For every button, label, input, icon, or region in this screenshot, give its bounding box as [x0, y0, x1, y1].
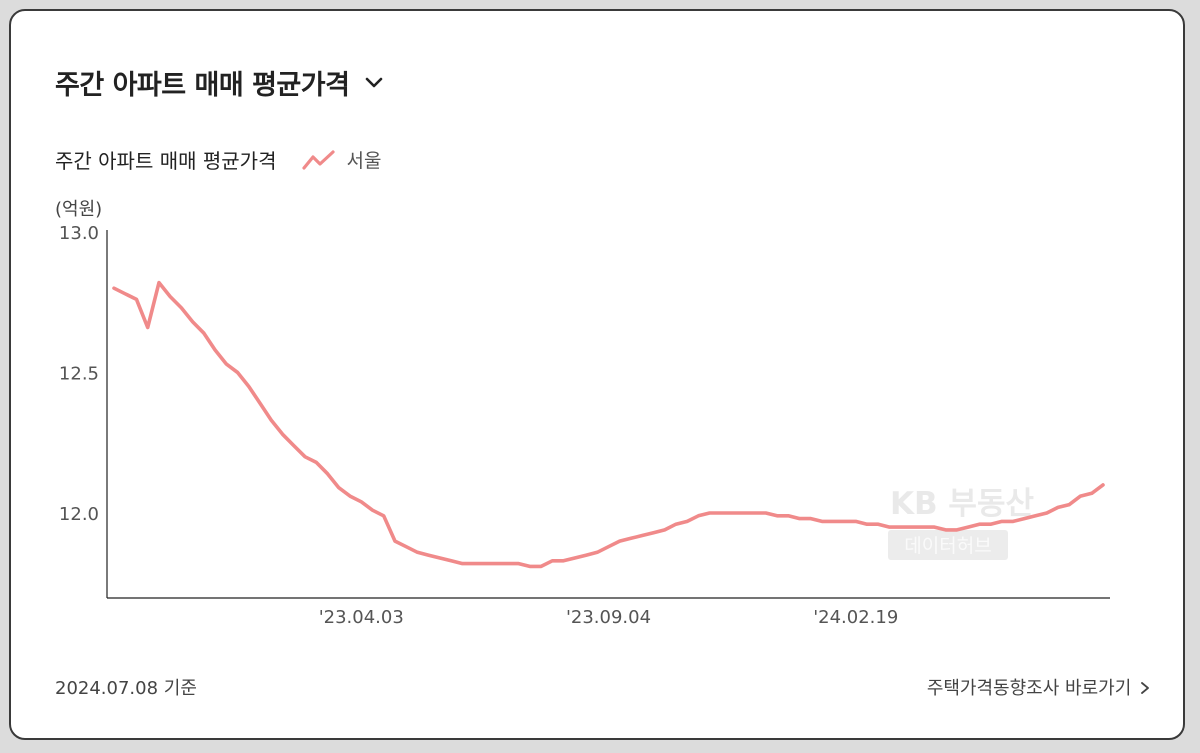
legend-label-seoul: 서울 [346, 150, 382, 172]
y-tick-label: 12.0 [59, 504, 99, 525]
x-tick-label: '23.04.03 [319, 607, 404, 628]
legend: 서울 [302, 146, 381, 173]
chevron-down-icon [366, 77, 383, 87]
watermark-brand: KB 부동산 [890, 486, 1034, 522]
chart-type-dropdown[interactable]: 주간 아파트 매매 평균가격 [55, 63, 385, 102]
watermark-badge [888, 530, 1008, 560]
x-tick-label: '23.09.04 [566, 607, 651, 628]
x-tick-label: '24.02.19 [813, 607, 898, 628]
watermark-sub: 데이터허브 [904, 535, 991, 557]
y-tick-label: 13.0 [59, 223, 99, 244]
y-tick-label: 12.5 [59, 364, 99, 385]
survey-link-label: 주택가격동향조사 바로가기 [926, 678, 1132, 699]
page-title: 주간 아파트 매매 평균가격 [55, 70, 350, 101]
chart-card: 주간 아파트 매매 평균가격 주간 아파트 매매 평균가격 서울 (억원) 20… [9, 9, 1185, 740]
y-axis-unit: (억원) [55, 199, 103, 220]
survey-link[interactable]: 주택가격동향조사 바로가기 [927, 674, 1151, 700]
chart-title: 주간 아파트 매매 평균가격 [55, 149, 277, 173]
series-line-seoul [112, 280, 1105, 569]
line-series-icon [302, 149, 336, 170]
chart-header: 주간 아파트 매매 평균가격 서울 [55, 145, 381, 174]
as-of-date: 2024.07.08 기준 [55, 678, 197, 699]
chevron-right-icon [1141, 682, 1149, 694]
